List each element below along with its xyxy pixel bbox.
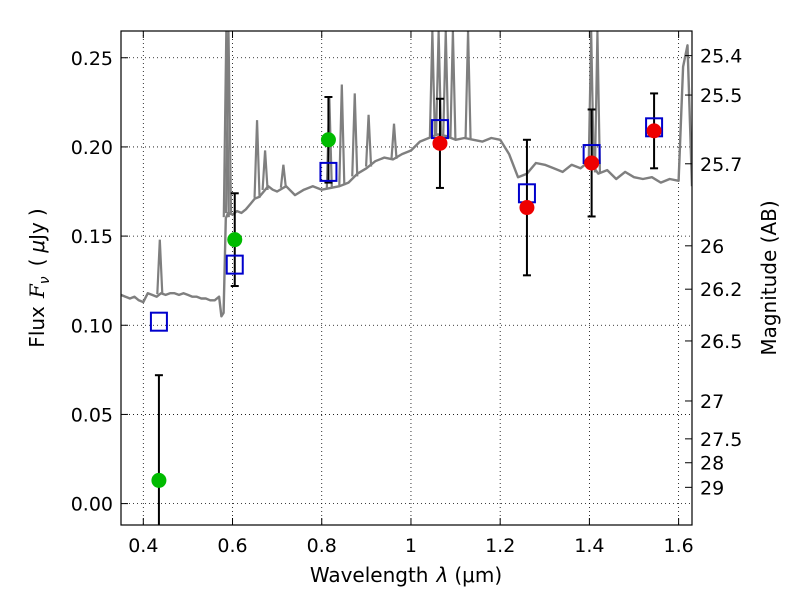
y-axis-label: FluxFν(μJy) (25, 208, 53, 347)
observed-point (646, 123, 662, 139)
plot-area (121, 31, 692, 525)
emission-line (364, 114, 373, 167)
y-tick-label: 0.00 (71, 494, 113, 516)
axis-ticks: 0.4 0.6 0.8 1 1.2 1.4 1.6 0.00 0.05 0.10 0.15 0.20 0… (71, 31, 742, 557)
emission-line (253, 120, 261, 198)
spectrum-line (121, 44, 692, 318)
observed-point (320, 132, 336, 148)
y-tick-label: 0.05 (71, 404, 113, 426)
grid-lines (121, 31, 692, 525)
observed-point (519, 200, 535, 216)
y-tick-label: 0.20 (71, 137, 113, 159)
model-point (225, 254, 244, 275)
right-tick-label: 26.5 (700, 331, 742, 353)
y-tick-label: 0.25 (71, 48, 113, 70)
x-tick-label: 0.4 (128, 535, 158, 557)
x-tick-label: 1.2 (485, 535, 515, 557)
observed-point (151, 472, 167, 488)
plot-content (121, 31, 692, 525)
right-tick-label: 26 (700, 236, 724, 258)
right-tick-label: 27.5 (700, 429, 742, 451)
right-tick-label: 29 (700, 477, 724, 499)
emission-line (222, 31, 230, 218)
emission-line (390, 123, 398, 159)
right-tick-label: 27 (700, 391, 724, 413)
right-tick-label: 28 (700, 453, 724, 475)
x-tick-label: 1.4 (574, 535, 604, 557)
emission-line (156, 239, 164, 295)
emission-line (261, 150, 269, 190)
emission-line (449, 31, 457, 139)
model-point (149, 311, 168, 332)
right-tick-label: 26.2 (700, 279, 742, 301)
x-tick-label: 1 (405, 535, 417, 557)
emission-line (279, 164, 287, 188)
observed-point (227, 232, 243, 248)
plot-frame (120, 30, 693, 526)
model-point (319, 161, 338, 182)
x-tick-label: 0.6 (217, 535, 247, 557)
emission-line (338, 84, 346, 186)
emission-line (351, 93, 359, 177)
right-tick-label: 25.4 (700, 46, 742, 68)
x-tick-label: 0.8 (307, 535, 337, 557)
x-axis-label: Wavelength λ (μm) (310, 563, 502, 587)
emission-line (428, 31, 436, 137)
y-tick-label: 0.15 (71, 226, 113, 248)
right-tick-label: 25.7 (700, 154, 742, 176)
observed-point (584, 155, 600, 171)
right-tick-label: 25.5 (700, 85, 742, 107)
emission-line (224, 31, 233, 214)
right-axis-label: Magnitude (AB) (757, 200, 781, 355)
observed-point (432, 135, 448, 151)
x-tick-label: 1.6 (664, 535, 694, 557)
emission-line (464, 31, 472, 139)
emission-line (587, 31, 595, 164)
emission-line (442, 31, 450, 137)
y-tick-label: 0.10 (71, 315, 113, 337)
emission-line (593, 31, 602, 173)
